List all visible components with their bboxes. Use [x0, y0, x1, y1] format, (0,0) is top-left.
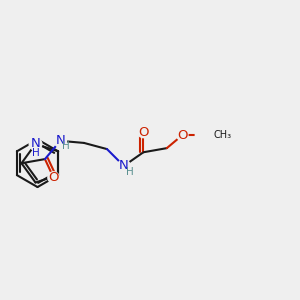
Circle shape — [54, 135, 67, 147]
Text: H: H — [62, 142, 70, 152]
Circle shape — [138, 126, 149, 138]
Text: O: O — [138, 125, 148, 139]
Circle shape — [48, 172, 59, 183]
Text: H: H — [126, 167, 133, 177]
Circle shape — [177, 130, 188, 141]
Text: O: O — [177, 129, 188, 142]
Text: N: N — [119, 159, 129, 172]
Text: N: N — [31, 137, 40, 151]
Text: O: O — [48, 171, 59, 184]
Circle shape — [29, 138, 42, 150]
Text: H: H — [32, 148, 39, 158]
Circle shape — [195, 128, 210, 142]
Text: CH₃: CH₃ — [213, 130, 231, 140]
Circle shape — [118, 160, 130, 172]
Text: N: N — [56, 134, 65, 147]
